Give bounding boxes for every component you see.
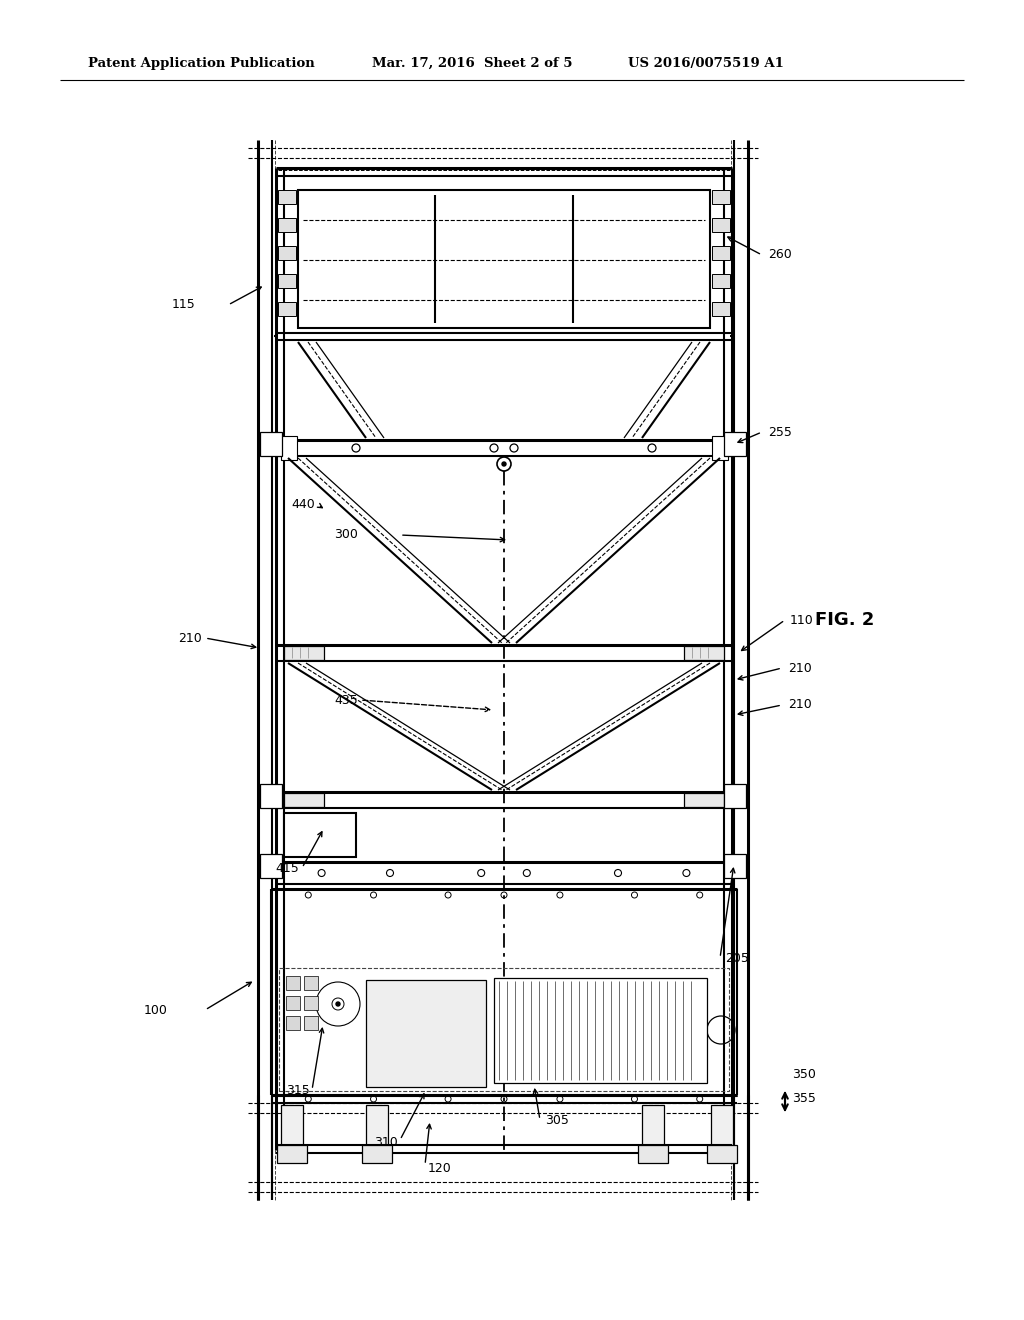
Bar xyxy=(286,975,300,990)
Text: 260: 260 xyxy=(768,248,792,261)
Text: 110: 110 xyxy=(790,614,814,627)
Bar xyxy=(712,302,730,315)
Text: Mar. 17, 2016  Sheet 2 of 5: Mar. 17, 2016 Sheet 2 of 5 xyxy=(372,57,572,70)
Circle shape xyxy=(720,280,723,282)
Bar xyxy=(712,218,730,232)
Text: 415: 415 xyxy=(275,862,299,874)
Bar xyxy=(281,1105,303,1144)
Circle shape xyxy=(720,252,723,255)
Text: 440: 440 xyxy=(291,499,315,511)
Text: 120: 120 xyxy=(428,1162,452,1175)
Text: 355: 355 xyxy=(792,1092,816,1105)
Circle shape xyxy=(336,1002,340,1006)
Text: 205: 205 xyxy=(725,952,749,965)
Bar xyxy=(366,979,486,1086)
Text: 210: 210 xyxy=(178,631,202,644)
Bar xyxy=(304,997,318,1010)
Text: 255: 255 xyxy=(768,425,792,438)
Bar xyxy=(684,793,724,807)
Bar xyxy=(711,1105,733,1144)
Bar xyxy=(260,854,282,878)
Bar xyxy=(279,968,729,1092)
Text: 100: 100 xyxy=(144,1003,168,1016)
Bar xyxy=(260,432,282,455)
Bar xyxy=(284,645,324,660)
Text: US 2016/0075519 A1: US 2016/0075519 A1 xyxy=(628,57,784,70)
Bar xyxy=(724,854,746,878)
Circle shape xyxy=(502,462,506,466)
Bar xyxy=(284,793,324,807)
Bar xyxy=(298,190,710,327)
Circle shape xyxy=(286,223,289,227)
Bar xyxy=(712,275,730,288)
Text: 350: 350 xyxy=(792,1068,816,1081)
Bar xyxy=(712,190,730,205)
Text: FIG. 2: FIG. 2 xyxy=(815,611,874,630)
Bar xyxy=(278,218,296,232)
Text: 310: 310 xyxy=(374,1137,398,1150)
Bar xyxy=(281,436,297,459)
Text: 435: 435 xyxy=(334,693,358,706)
Bar xyxy=(278,246,296,260)
Bar xyxy=(362,1144,392,1163)
Bar xyxy=(286,997,300,1010)
Text: 115: 115 xyxy=(171,298,195,312)
Bar xyxy=(724,784,746,808)
Bar xyxy=(260,784,282,808)
Bar xyxy=(304,1016,318,1030)
Bar xyxy=(724,432,746,455)
Bar xyxy=(638,1144,668,1163)
Text: 210: 210 xyxy=(788,698,812,711)
Circle shape xyxy=(286,252,289,255)
Bar xyxy=(284,813,356,857)
Circle shape xyxy=(286,195,289,198)
Circle shape xyxy=(720,308,723,310)
Bar xyxy=(278,190,296,205)
Circle shape xyxy=(286,308,289,310)
Bar xyxy=(304,975,318,990)
Text: 300: 300 xyxy=(334,528,358,541)
Bar xyxy=(642,1105,664,1144)
Bar xyxy=(684,645,724,660)
Bar xyxy=(278,275,296,288)
Bar xyxy=(286,1016,300,1030)
Bar xyxy=(278,1144,307,1163)
Text: 305: 305 xyxy=(545,1114,569,1126)
Bar xyxy=(712,436,728,459)
Bar xyxy=(494,978,707,1082)
Circle shape xyxy=(720,195,723,198)
Circle shape xyxy=(286,280,289,282)
Bar xyxy=(707,1144,737,1163)
Bar xyxy=(278,302,296,315)
Text: 315: 315 xyxy=(287,1084,310,1097)
Circle shape xyxy=(720,223,723,227)
Text: 210: 210 xyxy=(788,661,812,675)
Text: Patent Application Publication: Patent Application Publication xyxy=(88,57,314,70)
Bar xyxy=(366,1105,388,1144)
Bar xyxy=(712,246,730,260)
